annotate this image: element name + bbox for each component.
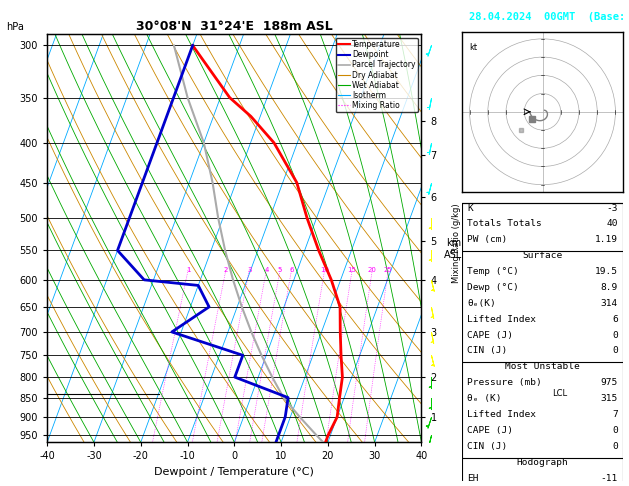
Text: Hodograph: Hodograph (516, 458, 569, 467)
Text: CAPE (J): CAPE (J) (467, 330, 513, 340)
Text: 975: 975 (601, 378, 618, 387)
Text: K: K (467, 204, 473, 213)
Text: Lifted Index: Lifted Index (467, 314, 536, 324)
Text: Mixing Ratio (g/kg): Mixing Ratio (g/kg) (452, 203, 460, 283)
Text: 25: 25 (384, 267, 392, 273)
Text: Temp (°C): Temp (°C) (467, 267, 519, 276)
Text: θₑ(K): θₑ(K) (467, 299, 496, 308)
Text: 10: 10 (320, 267, 329, 273)
Text: θₑ (K): θₑ (K) (467, 394, 501, 403)
Text: -3: -3 (606, 204, 618, 213)
Text: 20: 20 (368, 267, 377, 273)
Text: 0: 0 (612, 426, 618, 435)
Text: hPa: hPa (6, 22, 24, 32)
Text: 0: 0 (612, 442, 618, 451)
Text: Pressure (mb): Pressure (mb) (467, 378, 542, 387)
Title: 30°08'N  31°24'E  188m ASL: 30°08'N 31°24'E 188m ASL (136, 20, 333, 33)
Text: Most Unstable: Most Unstable (505, 363, 580, 371)
Text: Totals Totals: Totals Totals (467, 219, 542, 228)
X-axis label: Dewpoint / Temperature (°C): Dewpoint / Temperature (°C) (154, 467, 314, 477)
Text: kt: kt (470, 42, 478, 52)
Text: PW (cm): PW (cm) (467, 235, 508, 244)
Text: 5: 5 (278, 267, 282, 273)
Text: 19.5: 19.5 (595, 267, 618, 276)
Text: 6: 6 (289, 267, 294, 273)
Text: Dewp (°C): Dewp (°C) (467, 283, 519, 292)
Text: 40: 40 (606, 219, 618, 228)
Text: 314: 314 (601, 299, 618, 308)
Text: 315: 315 (601, 394, 618, 403)
Text: 4: 4 (264, 267, 269, 273)
Text: CIN (J): CIN (J) (467, 347, 508, 355)
Text: CIN (J): CIN (J) (467, 442, 508, 451)
Text: -11: -11 (601, 474, 618, 483)
Text: 28.04.2024  00GMT  (Base: 12): 28.04.2024 00GMT (Base: 12) (469, 12, 629, 22)
Text: EH: EH (467, 474, 479, 483)
Text: 1: 1 (186, 267, 191, 273)
Text: 6: 6 (612, 314, 618, 324)
Text: CAPE (J): CAPE (J) (467, 426, 513, 435)
Text: LCL: LCL (552, 389, 567, 398)
Text: 0: 0 (612, 330, 618, 340)
Text: 2: 2 (224, 267, 228, 273)
Text: 0: 0 (612, 347, 618, 355)
Legend: Temperature, Dewpoint, Parcel Trajectory, Dry Adiabat, Wet Adiabat, Isotherm, Mi: Temperature, Dewpoint, Parcel Trajectory… (336, 38, 418, 112)
Text: 7: 7 (612, 410, 618, 419)
Y-axis label: km
ASL: km ASL (444, 238, 462, 260)
Text: 15: 15 (348, 267, 357, 273)
Text: 1.19: 1.19 (595, 235, 618, 244)
Text: Lifted Index: Lifted Index (467, 410, 536, 419)
Text: Surface: Surface (523, 251, 562, 260)
Text: 8.9: 8.9 (601, 283, 618, 292)
Text: 3: 3 (247, 267, 252, 273)
